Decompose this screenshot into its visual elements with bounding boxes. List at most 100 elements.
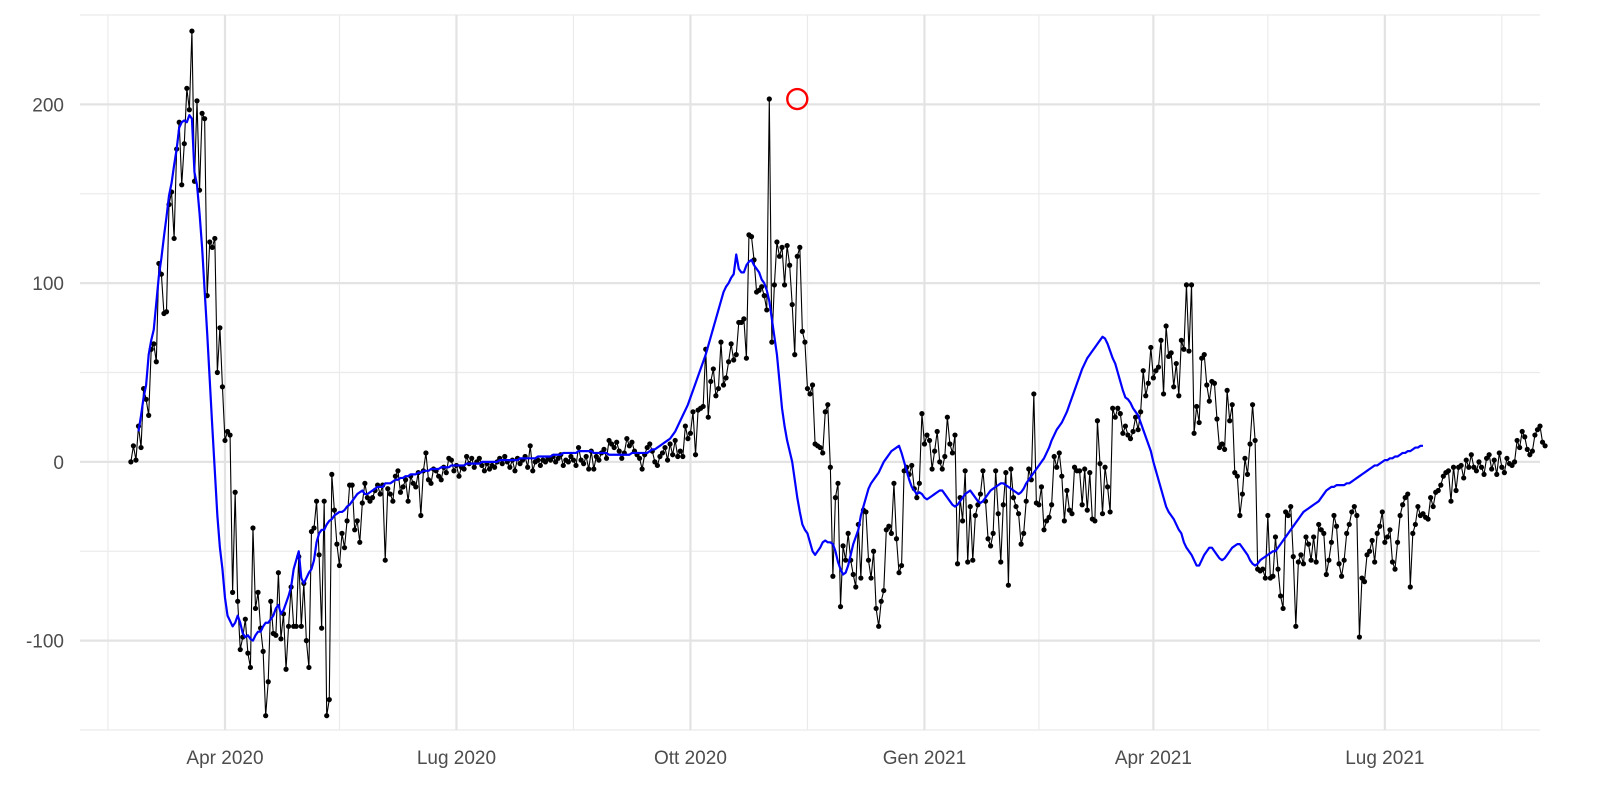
daily-point (237, 646, 243, 653)
daily-point (1448, 498, 1454, 504)
daily-point (1529, 448, 1535, 454)
daily-point (339, 530, 345, 536)
daily-point (1298, 552, 1304, 558)
y-tick-label: 100 (32, 274, 64, 295)
daily-point (614, 439, 620, 445)
daily-point (1407, 584, 1413, 590)
daily-point (1232, 470, 1238, 476)
daily-point (217, 325, 223, 331)
daily-point (771, 282, 777, 288)
daily-point (636, 455, 643, 461)
daily-point (723, 375, 729, 381)
daily-point (825, 402, 831, 408)
daily-point (1430, 503, 1436, 510)
daily-point (273, 632, 279, 638)
daily-point (682, 423, 688, 429)
daily-point (464, 453, 470, 460)
daily-point (575, 444, 582, 451)
daily-point (713, 393, 719, 399)
daily-point (1219, 441, 1225, 447)
daily-point (184, 85, 190, 91)
daily-point (1270, 573, 1276, 579)
daily-point (1176, 393, 1182, 399)
daily-point (888, 530, 894, 536)
daily-point (672, 437, 678, 444)
daily-point (1461, 475, 1467, 481)
daily-point (1331, 512, 1337, 519)
daily-point (1514, 437, 1520, 444)
daily-point (1392, 566, 1398, 572)
daily-point (664, 457, 671, 463)
daily-point (471, 464, 477, 470)
daily-point (1369, 537, 1375, 544)
daily-point (766, 96, 772, 102)
average-series (137, 113, 1423, 642)
daily-point (896, 570, 902, 576)
daily-point (1041, 527, 1047, 533)
daily-point (1303, 534, 1309, 540)
daily-point (1079, 502, 1085, 508)
daily-point (603, 455, 610, 461)
daily-point (1440, 473, 1446, 479)
daily-point (916, 480, 922, 486)
daily-point (502, 453, 508, 460)
daily-point (1377, 523, 1383, 529)
daily-point (1346, 521, 1352, 528)
daily-point (1110, 405, 1116, 411)
daily-point (840, 543, 846, 549)
daily-point (670, 452, 676, 458)
daily-point (352, 527, 358, 533)
daily-point (954, 561, 961, 567)
daily-point (1173, 360, 1179, 367)
daily-point (1224, 387, 1230, 393)
daily-point (423, 450, 429, 456)
daily-point (1344, 530, 1350, 536)
daily-point (1120, 430, 1126, 436)
x-tick-label: Lug 2021 (1345, 748, 1424, 769)
daily-point (654, 462, 660, 469)
daily-point (1122, 423, 1128, 429)
daily-point (1158, 337, 1164, 343)
major-gridlines (80, 15, 1540, 730)
daily-point (817, 444, 823, 451)
daily-point (1489, 466, 1495, 472)
highlight-marker (786, 87, 809, 111)
daily-point (601, 446, 607, 452)
x-tick-label: Apr 2021 (1115, 748, 1192, 769)
daily-point (995, 511, 1001, 517)
daily-point (181, 141, 187, 147)
daily-point (250, 525, 256, 531)
daily-point (835, 480, 841, 486)
daily-point (186, 107, 192, 113)
daily-point (1262, 575, 1268, 581)
daily-point (377, 491, 383, 497)
daily-point (1463, 457, 1469, 463)
daily-point (837, 604, 844, 610)
daily-point (194, 98, 200, 104)
daily-point (1186, 348, 1192, 354)
daily-point (881, 587, 887, 594)
daily-point (616, 448, 622, 454)
daily-point (1168, 350, 1174, 356)
daily-point (260, 648, 266, 654)
daily-point (1194, 403, 1200, 410)
daily-point (1519, 428, 1525, 435)
daily-point (402, 477, 409, 483)
daily-point (784, 242, 790, 249)
daily-point (1105, 484, 1111, 490)
daily-point (275, 570, 281, 576)
daily-point (1117, 411, 1123, 417)
daily-point (321, 498, 327, 504)
daily-point (1285, 512, 1291, 519)
daily-series (128, 28, 1548, 719)
daily-point (1382, 539, 1388, 545)
daily-point (776, 253, 783, 259)
daily-point (344, 518, 350, 524)
daily-point (975, 502, 981, 508)
daily-point (939, 466, 945, 472)
daily-point (1021, 530, 1027, 536)
daily-point (1148, 344, 1154, 351)
daily-point (929, 466, 935, 472)
daily-point (1049, 502, 1055, 508)
daily-point (349, 482, 355, 488)
